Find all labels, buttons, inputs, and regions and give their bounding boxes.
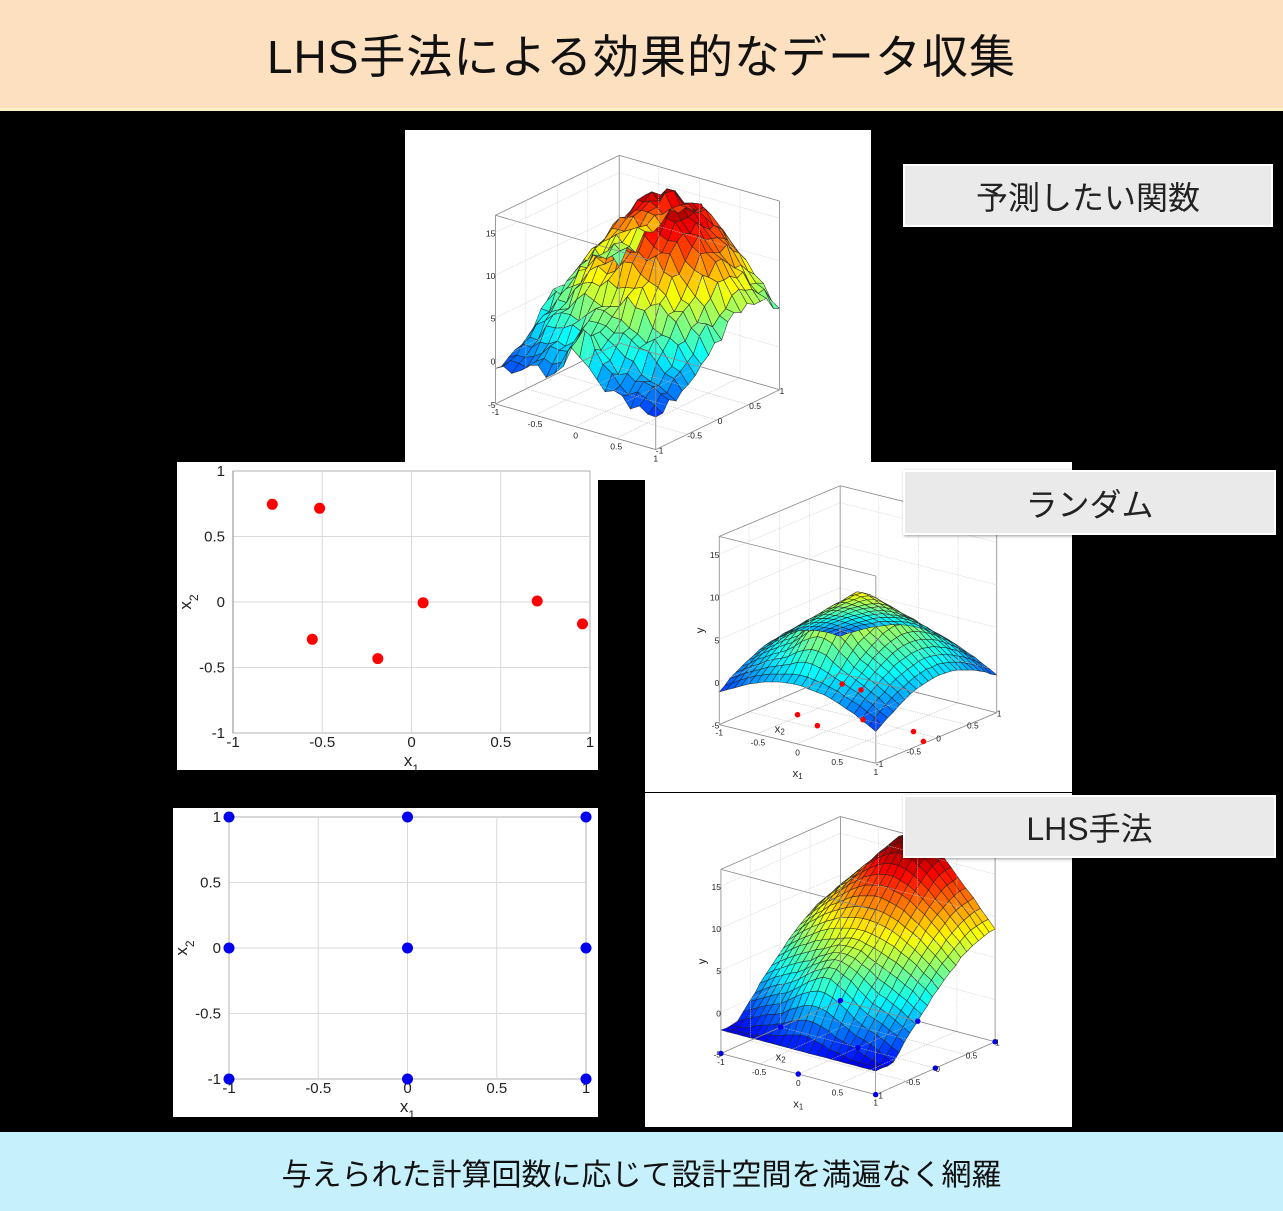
svg-text:1: 1 [213,809,221,826]
svg-text:-0.5: -0.5 [907,746,922,756]
svg-text:0: 0 [796,1078,801,1088]
svg-text:x2: x2 [173,940,197,956]
svg-text:10: 10 [712,924,722,934]
svg-text:x1: x1 [793,1098,803,1111]
svg-text:-0.5: -0.5 [199,660,225,677]
svg-text:x2: x2 [177,594,201,610]
svg-text:0.5: 0.5 [967,721,979,731]
svg-text:-0.5: -0.5 [309,734,335,751]
svg-text:-1: -1 [226,734,239,751]
svg-text:-1: -1 [212,725,225,742]
svg-text:-0.5: -0.5 [195,1006,221,1023]
svg-text:-0.5: -0.5 [752,1067,767,1077]
svg-text:-1: -1 [208,1071,221,1088]
svg-text:x1: x1 [400,1097,416,1117]
svg-text:0: 0 [213,940,221,957]
svg-text:5: 5 [716,966,721,976]
svg-text:0: 0 [795,747,800,757]
svg-text:0: 0 [936,733,941,743]
svg-text:0: 0 [718,416,723,426]
svg-text:0.5: 0.5 [204,529,225,546]
svg-text:10: 10 [486,271,496,281]
svg-text:0: 0 [716,1008,721,1018]
svg-text:-5: -5 [488,400,496,410]
svg-text:1: 1 [995,1038,1000,1048]
svg-text:15: 15 [486,229,496,239]
svg-text:0: 0 [491,356,496,366]
svg-text:1: 1 [586,734,594,751]
svg-text:-5: -5 [712,721,720,731]
svg-text:1: 1 [997,709,1002,719]
svg-text:0: 0 [573,430,578,440]
svg-text:15: 15 [710,550,720,560]
svg-text:5: 5 [715,635,720,645]
svg-text:-5: -5 [714,1049,722,1059]
svg-text:1: 1 [780,386,785,396]
svg-text:1: 1 [217,463,225,480]
svg-text:0.5: 0.5 [490,734,511,751]
svg-text:0.5: 0.5 [486,1080,507,1097]
svg-text:0: 0 [407,734,415,751]
svg-text:0.5: 0.5 [832,1088,844,1098]
svg-text:-0.5: -0.5 [305,1080,331,1097]
svg-text:0: 0 [935,1064,940,1074]
svg-text:0: 0 [715,678,720,688]
svg-text:-1: -1 [656,446,664,456]
svg-text:-1: -1 [876,1091,884,1101]
svg-text:15: 15 [712,882,722,892]
svg-text:-0.5: -0.5 [906,1077,921,1087]
svg-text:x1: x1 [404,751,420,770]
svg-text:0.5: 0.5 [610,442,622,452]
svg-text:-0.5: -0.5 [751,737,766,747]
svg-text:0: 0 [217,594,225,611]
svg-text:-1: -1 [876,759,884,769]
svg-text:10: 10 [710,593,720,603]
svg-text:5: 5 [491,314,496,324]
svg-text:0.5: 0.5 [200,875,221,892]
svg-text:0.5: 0.5 [749,401,761,411]
svg-text:y: y [696,958,708,964]
svg-text:0.5: 0.5 [831,757,843,767]
svg-text:y: y [694,627,706,633]
svg-text:-0.5: -0.5 [528,419,543,429]
svg-text:-0.5: -0.5 [687,430,702,440]
svg-text:0.5: 0.5 [966,1050,978,1060]
